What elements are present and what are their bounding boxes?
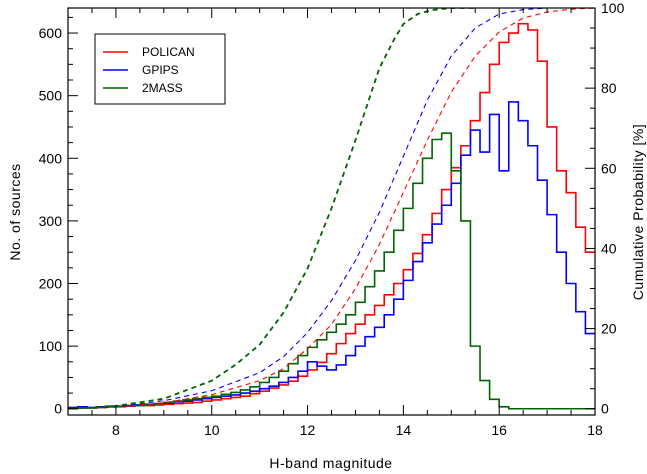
- y2-tick-label: 60: [601, 160, 617, 176]
- y2-axis-title: Cumulative Probability [%]: [630, 124, 646, 300]
- y2-tick-label: 40: [601, 240, 617, 256]
- y-axis-ticks: 0 100 200 300 400 500 600: [39, 16, 78, 417]
- x-tick-label: 12: [300, 422, 316, 438]
- y-axis-title: No. of sources: [7, 163, 23, 260]
- y-tick-label: 300: [39, 213, 63, 229]
- legend-label-policanl: POLICAN: [142, 45, 195, 59]
- cumulative-2mass: [68, 8, 476, 410]
- x-tick-label: 14: [396, 422, 412, 438]
- y2-tick-label: 0: [601, 401, 609, 417]
- y-tick-label: 100: [39, 338, 63, 354]
- y-tick-label: 500: [39, 88, 63, 104]
- y-tick-label: 600: [39, 25, 63, 41]
- legend-item-2mass: 2MASS: [103, 81, 183, 95]
- y-tick-label: 0: [54, 401, 62, 417]
- series-layer: [68, 22, 595, 410]
- x-tick-label: 16: [491, 422, 507, 438]
- y2-tick-label: 100: [601, 0, 625, 16]
- cumulative-gpips: [68, 8, 572, 410]
- x-tick-label: 18: [587, 422, 603, 438]
- x-tick-label: 10: [204, 422, 220, 438]
- legend-item-gpips: GPIPS: [103, 63, 179, 77]
- histogram-gpips: [68, 101, 595, 409]
- y-tick-label: 200: [39, 276, 63, 292]
- legend-label-2mass: 2MASS: [142, 81, 183, 95]
- cumulative-polican: [68, 8, 595, 410]
- legend-box: [94, 33, 226, 105]
- legend: POLICAN GPIPS 2MASS: [94, 33, 226, 105]
- y2-tick-label: 80: [601, 80, 617, 96]
- legend-label-gpips: GPIPS: [142, 63, 179, 77]
- histogram-polican: [68, 22, 595, 409]
- cumulative-layer: [68, 8, 595, 410]
- y2-tick-label: 20: [601, 321, 617, 337]
- x-tick-label: 8: [112, 422, 120, 438]
- histogram-2mass: [68, 132, 595, 410]
- legend-item-policanl: POLICAN: [103, 45, 195, 59]
- x-axis-title: H-band magnitude: [269, 455, 392, 471]
- y2-axis-ticks: 0 20 40 60 80 100: [585, 0, 625, 417]
- y-tick-label: 400: [39, 150, 63, 166]
- x-axis-ticks: 8 10 12 14 16 18: [67, 8, 603, 438]
